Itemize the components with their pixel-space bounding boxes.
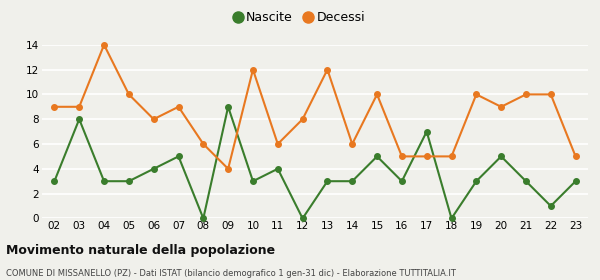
Nascite	[224, 105, 232, 108]
Nascite	[125, 179, 133, 183]
Nascite	[473, 179, 480, 183]
Nascite	[274, 167, 281, 171]
Nascite	[299, 217, 306, 220]
Decessi	[547, 93, 554, 96]
Nascite	[175, 155, 182, 158]
Decessi	[398, 155, 406, 158]
Nascite	[349, 179, 356, 183]
Nascite	[423, 130, 430, 133]
Nascite	[76, 118, 83, 121]
Nascite	[200, 217, 207, 220]
Decessi	[572, 155, 579, 158]
Decessi	[324, 68, 331, 71]
Nascite	[497, 155, 505, 158]
Line: Decessi: Decessi	[52, 42, 578, 172]
Nascite	[547, 204, 554, 208]
Decessi	[448, 155, 455, 158]
Decessi	[497, 105, 505, 108]
Decessi	[150, 118, 157, 121]
Text: Movimento naturale della popolazione: Movimento naturale della popolazione	[6, 244, 275, 256]
Text: COMUNE DI MISSANELLO (PZ) - Dati ISTAT (bilancio demografico 1 gen-31 dic) - Ela: COMUNE DI MISSANELLO (PZ) - Dati ISTAT (…	[6, 269, 456, 278]
Nascite	[250, 179, 257, 183]
Line: Nascite: Nascite	[52, 104, 578, 221]
Decessi	[373, 93, 380, 96]
Decessi	[200, 142, 207, 146]
Decessi	[175, 105, 182, 108]
Decessi	[349, 142, 356, 146]
Nascite	[572, 179, 579, 183]
Decessi	[423, 155, 430, 158]
Decessi	[224, 167, 232, 171]
Nascite	[100, 179, 107, 183]
Nascite	[324, 179, 331, 183]
Decessi	[125, 93, 133, 96]
Nascite	[523, 179, 530, 183]
Decessi	[523, 93, 530, 96]
Nascite	[448, 217, 455, 220]
Nascite	[398, 179, 406, 183]
Nascite	[373, 155, 380, 158]
Nascite	[150, 167, 157, 171]
Decessi	[299, 118, 306, 121]
Decessi	[100, 43, 107, 46]
Decessi	[76, 105, 83, 108]
Decessi	[51, 105, 58, 108]
Nascite	[51, 179, 58, 183]
Decessi	[250, 68, 257, 71]
Decessi	[274, 142, 281, 146]
Decessi	[473, 93, 480, 96]
Legend: Nascite, Decessi: Nascite, Decessi	[230, 6, 370, 29]
